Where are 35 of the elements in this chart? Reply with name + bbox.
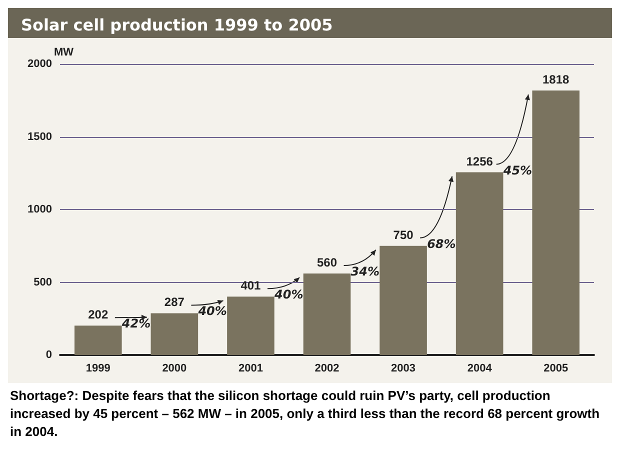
text: Shortage?: Despite fears that the silicon shortage could ruin PV’s party, cell production increased by 45 percent – 562 MW – in 2005, only a third less than the record 68 percent growth in 2004.: [9, 387, 601, 441]
data-label: 202: [88, 308, 108, 322]
bar: [227, 296, 274, 355]
y-tick-label: 500: [34, 276, 52, 288]
annotation: 40%: [273, 288, 304, 302]
y-tick-label: 1500: [28, 130, 52, 143]
data-label: 287: [164, 295, 185, 310]
bar: [380, 246, 427, 355]
x-tick-label: 2004: [467, 362, 493, 374]
annotation: 40%: [197, 304, 227, 318]
bar: [150, 313, 198, 355]
data-label: 560: [316, 256, 338, 270]
annotation: 34%: [350, 264, 380, 279]
annotation: 68%: [427, 236, 456, 251]
x-tick-label: 2005: [544, 362, 568, 374]
x-tick-label: 2003: [391, 362, 416, 374]
x-tick-label: 2001: [238, 362, 263, 374]
bar: [303, 274, 351, 355]
y-tick-label: 0: [46, 349, 52, 361]
annotation: 42%: [120, 316, 151, 331]
y-tick-label: 1000: [28, 204, 52, 216]
data-label: 1256: [466, 154, 494, 168]
bar: [74, 326, 122, 355]
bar: [532, 90, 580, 355]
annotation: 45%: [502, 163, 532, 178]
data-label: 1818: [542, 72, 570, 86]
data-label: 750: [393, 228, 414, 242]
x-tick-label: 2000: [162, 362, 187, 374]
data-label: 401: [240, 278, 262, 293]
y-axis-title: MW: [54, 46, 74, 58]
x-tick-label: 2002: [314, 362, 340, 374]
x-tick-label: 1999: [86, 362, 110, 374]
chart-title: Solar cell production 1999 to 2005: [21, 16, 333, 34]
bar: [456, 172, 504, 355]
y-tick-label: 2000: [28, 58, 52, 70]
